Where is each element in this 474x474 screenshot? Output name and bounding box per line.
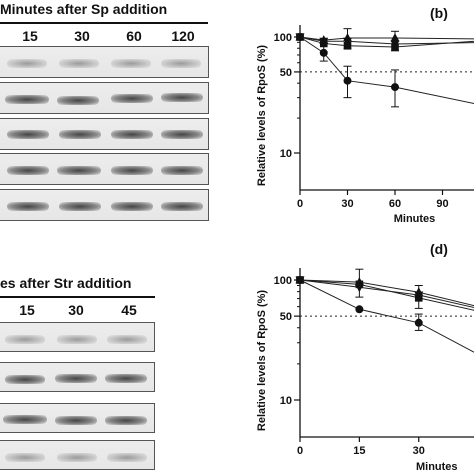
data-point-triangle-down <box>414 291 424 300</box>
data-point-circle <box>414 318 423 327</box>
blot-bottom-title: es after Str addition <box>0 275 132 291</box>
x-tick-label: 0 <box>297 445 303 457</box>
blot-top-strip-3 <box>0 118 209 150</box>
chart-1: (d) Relative levels of RpoS (%) 10 50 100 0 15… <box>256 241 474 473</box>
blot-bottom-strip-1 <box>0 322 155 352</box>
blot-top-lane-60: 60 <box>126 28 142 44</box>
blot-top-strip-4 <box>0 153 209 185</box>
data-point-circle <box>343 76 352 85</box>
series-line-circle <box>299 279 474 353</box>
y-tick-label: 100 <box>274 32 292 44</box>
y-tick-label: 100 <box>274 275 292 287</box>
blot-top-lane-30: 30 <box>74 28 90 44</box>
blot-bottom-strip-3 <box>0 403 155 433</box>
series-line-triangle-up <box>299 279 474 307</box>
y-tick-label: 10 <box>280 148 292 160</box>
data-point-triangle-down <box>295 33 305 42</box>
blot-top-title: Minutes after Sp addition <box>0 1 168 17</box>
data-point-triangle-up <box>390 33 400 42</box>
x-tick-label: 30 <box>341 198 353 210</box>
blot-bottom-strip-2 <box>0 362 155 392</box>
data-point-triangle-down <box>343 37 352 47</box>
data-point-triangle-up <box>354 277 364 286</box>
blot-top-strip-5 <box>0 189 209 221</box>
blot-top-lane-120: 120 <box>171 28 195 44</box>
x-tick-label: 30 <box>413 445 425 457</box>
y-tick-label: 50 <box>280 67 292 79</box>
series-line-square <box>299 279 474 311</box>
x-tick-label: 90 <box>436 198 448 210</box>
panel-label: (b) <box>430 5 448 21</box>
chart-0: (b) Relative levels of RpoS (%) 10 50 100 0 30… <box>256 5 474 225</box>
y-tick-label: 10 <box>280 395 292 407</box>
data-point-circle <box>319 48 328 57</box>
data-point-triangle-down <box>354 283 364 293</box>
y-axis-title: Relative levels of RpoS (%) <box>256 45 268 187</box>
y-axis-title: Relative levels of RpoS (%) <box>256 290 268 432</box>
data-point-triangle-down <box>319 37 329 47</box>
data-point-circle <box>355 305 364 314</box>
x-tick-label: 60 <box>389 198 401 210</box>
data-point-triangle-down <box>390 40 400 50</box>
blot-top-lane-15: 15 <box>22 28 38 44</box>
x-axis-title: Minutes <box>394 213 436 225</box>
x-tick-label: 15 <box>353 445 365 457</box>
x-axis-title: Minutes <box>416 461 458 473</box>
blot-bottom-strip-4 <box>0 440 155 470</box>
data-point-circle <box>391 83 399 92</box>
blot-bottom-header-line <box>0 296 155 298</box>
blot-top-strip-2 <box>0 82 209 114</box>
blot-bottom-lane-45: 45 <box>121 302 137 318</box>
blot-top-header-line <box>0 22 208 24</box>
blot-bottom-lane-30: 30 <box>68 302 84 318</box>
panel-label: (d) <box>430 241 448 257</box>
series-line-triangle-down <box>299 279 474 308</box>
y-tick-label: 50 <box>280 311 292 323</box>
data-point-triangle-down <box>295 276 305 285</box>
x-tick-label: 0 <box>297 198 303 210</box>
blot-bottom-lane-15: 15 <box>19 302 35 318</box>
blot-top-strip-1 <box>0 46 209 78</box>
